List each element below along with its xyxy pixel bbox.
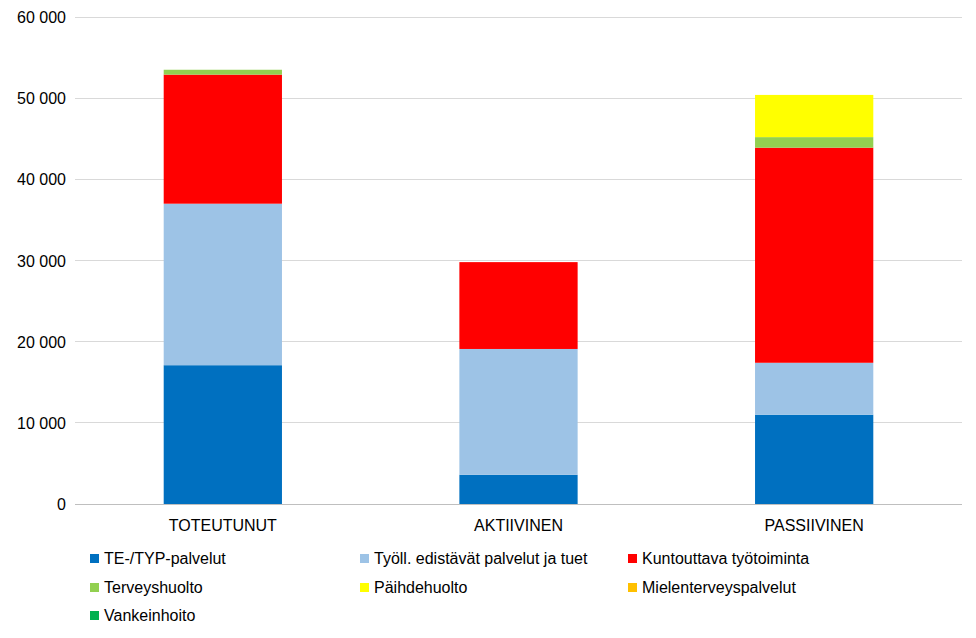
bar-segment bbox=[755, 137, 873, 148]
bar-segment bbox=[459, 262, 577, 263]
y-tick-label: 10 000 bbox=[17, 415, 66, 432]
legend-label: Kuntouttava työtoiminta bbox=[642, 550, 809, 567]
bar-segment bbox=[755, 363, 873, 415]
bar-segment bbox=[164, 204, 282, 366]
legend-swatch bbox=[90, 611, 99, 620]
bar-segment bbox=[164, 365, 282, 504]
bar-segment bbox=[459, 349, 577, 475]
bar-segment bbox=[164, 69, 282, 70]
y-tick-label: 60 000 bbox=[17, 9, 66, 26]
y-axis-line bbox=[75, 17, 76, 504]
legend-swatch bbox=[360, 583, 369, 592]
bar-segment bbox=[459, 262, 577, 263]
bar-segment bbox=[755, 94, 873, 95]
legend-swatch bbox=[90, 583, 99, 592]
y-tick-labels: 0 10 000 20 000 30 000 40 000 50 000 60 000 bbox=[17, 9, 66, 513]
y-tick-label: 30 000 bbox=[17, 253, 66, 270]
bars bbox=[164, 70, 874, 504]
bar-segment bbox=[164, 75, 282, 204]
bar-segment bbox=[755, 415, 873, 504]
legend-swatch bbox=[90, 554, 99, 563]
bar-segment bbox=[164, 69, 282, 70]
series bbox=[755, 95, 873, 137]
bar-segment bbox=[459, 262, 577, 349]
legend-label: Vankeinhoito bbox=[104, 607, 195, 624]
legend-label: TE-/TYP-palvelut bbox=[104, 550, 226, 567]
bar-segment bbox=[459, 262, 577, 263]
y-tick-label: 0 bbox=[57, 496, 66, 513]
legend-swatch bbox=[628, 583, 637, 592]
y-tick-label: 40 000 bbox=[17, 171, 66, 188]
x-tick-label: TOTEUTUNUT bbox=[169, 517, 277, 534]
series bbox=[164, 70, 874, 148]
chart: 0 10 000 20 000 30 000 40 000 50 000 60 000 TOT… bbox=[0, 0, 976, 638]
legend-label: Terveyshuolto bbox=[104, 579, 203, 596]
legend-label: Päihdehuolto bbox=[374, 579, 468, 596]
x-tick-label: AKTIIVINEN bbox=[474, 517, 563, 534]
bar-segment bbox=[164, 70, 282, 75]
grid-line bbox=[75, 17, 962, 18]
y-tick-label: 20 000 bbox=[17, 334, 66, 351]
legend-swatch bbox=[360, 554, 369, 563]
legend-label: Mielenterveyspalvelut bbox=[642, 579, 796, 596]
y-tick-label: 50 000 bbox=[17, 90, 66, 107]
bar-segment bbox=[164, 69, 282, 70]
bar-segment bbox=[459, 475, 577, 504]
grid bbox=[75, 17, 962, 504]
legend-label: Työll. edistävät palvelut ja tuet bbox=[374, 550, 588, 567]
legend-swatch bbox=[628, 554, 637, 563]
series bbox=[164, 75, 874, 363]
bar-segment bbox=[755, 148, 873, 363]
x-tick-labels: TOTEUTUNUT AKTIIVINEN PASSIIVINEN bbox=[169, 517, 864, 534]
bar-segment bbox=[459, 262, 577, 263]
x-tick-label: PASSIIVINEN bbox=[765, 517, 864, 534]
bar-segment bbox=[755, 94, 873, 95]
bar-segment bbox=[755, 95, 873, 137]
legend: TE-/TYP-palvelut Työll. edistävät palvelu… bbox=[90, 550, 809, 624]
